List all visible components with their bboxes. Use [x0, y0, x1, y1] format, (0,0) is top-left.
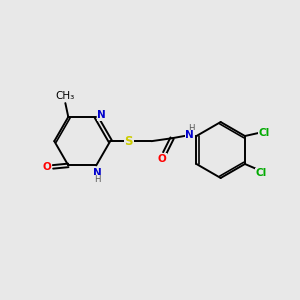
Text: H: H [94, 175, 101, 184]
Text: N: N [97, 110, 106, 121]
Text: O: O [158, 154, 166, 164]
Text: O: O [43, 162, 52, 172]
Text: N: N [185, 130, 194, 140]
Text: CH₃: CH₃ [56, 91, 75, 101]
Text: S: S [124, 135, 133, 148]
Text: H: H [189, 124, 195, 133]
Text: Cl: Cl [256, 168, 267, 178]
Text: Cl: Cl [259, 128, 270, 138]
Text: N: N [93, 168, 102, 178]
